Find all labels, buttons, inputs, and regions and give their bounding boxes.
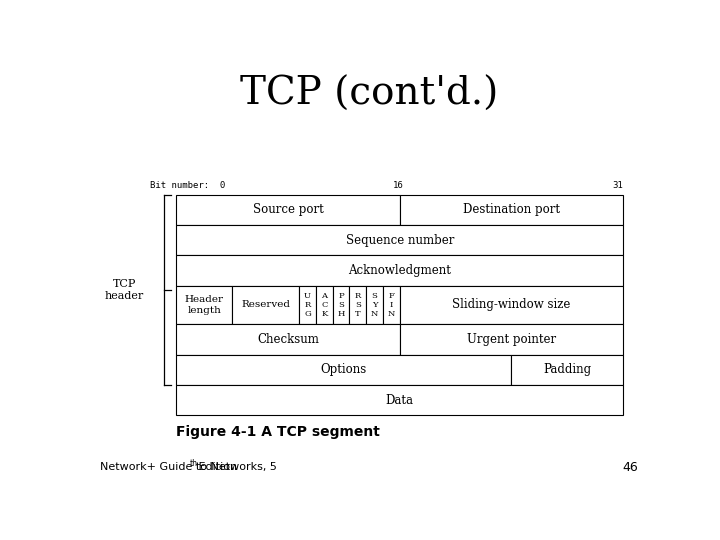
Bar	[333, 286, 349, 324]
Bar	[176, 255, 623, 286]
Text: Destination port: Destination port	[463, 203, 559, 216]
Text: 46: 46	[622, 461, 638, 474]
Text: S
Y
N: S Y N	[371, 292, 378, 318]
Bar	[176, 324, 400, 355]
Text: TCP (cont'd.): TCP (cont'd.)	[240, 76, 498, 112]
Text: 16: 16	[393, 181, 404, 191]
Text: Header
length: Header length	[185, 295, 224, 315]
Bar	[383, 286, 400, 324]
Bar	[176, 286, 233, 324]
Text: Source port: Source port	[253, 203, 323, 216]
Bar	[400, 286, 623, 324]
Text: Checksum: Checksum	[257, 333, 319, 346]
Text: Urgent pointer: Urgent pointer	[467, 333, 556, 346]
Bar	[400, 324, 623, 355]
Text: Edition: Edition	[195, 462, 237, 472]
Text: Options: Options	[321, 363, 367, 376]
Bar	[176, 225, 623, 255]
Bar	[233, 286, 300, 324]
Text: Network+ Guide to Networks, 5: Network+ Guide to Networks, 5	[100, 462, 277, 472]
Text: Acknowledgment: Acknowledgment	[348, 264, 451, 277]
Bar	[300, 286, 316, 324]
Bar	[316, 286, 333, 324]
Text: Data: Data	[386, 394, 414, 407]
Text: A
C
K: A C K	[321, 292, 328, 318]
Text: U
R
G: U R G	[304, 292, 311, 318]
Text: R
S
T: R S T	[355, 292, 361, 318]
Text: Reserved: Reserved	[241, 300, 290, 309]
Bar	[400, 194, 623, 225]
Text: th: th	[189, 460, 197, 469]
Bar	[349, 286, 366, 324]
Text: Figure 4-1 A TCP segment: Figure 4-1 A TCP segment	[176, 424, 380, 438]
Bar	[511, 355, 623, 385]
Text: F
I
N: F I N	[387, 292, 395, 318]
Text: P
S
H: P S H	[338, 292, 345, 318]
Text: TCP
header: TCP header	[105, 279, 144, 301]
Text: 31: 31	[612, 181, 623, 191]
Bar	[176, 355, 511, 385]
Bar	[366, 286, 383, 324]
Text: Bit number:  0: Bit number: 0	[150, 181, 225, 191]
Text: Sliding-window size: Sliding-window size	[452, 299, 570, 312]
Text: Padding: Padding	[543, 363, 591, 376]
Bar	[176, 194, 400, 225]
Text: Sequence number: Sequence number	[346, 234, 454, 247]
Bar	[176, 385, 623, 415]
